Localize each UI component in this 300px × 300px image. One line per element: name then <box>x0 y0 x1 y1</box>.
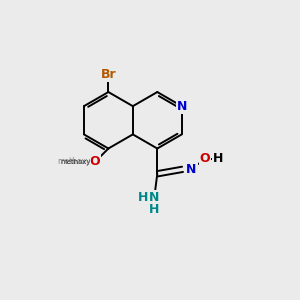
Text: methoxy: methoxy <box>57 158 91 166</box>
Text: Br: Br <box>100 68 116 81</box>
Text: O: O <box>90 155 100 168</box>
Text: N: N <box>186 163 196 176</box>
Text: H: H <box>138 191 148 204</box>
Text: H: H <box>213 152 224 165</box>
Text: methoxy: methoxy <box>60 159 91 165</box>
Text: O: O <box>200 152 210 165</box>
Text: H: H <box>149 203 160 216</box>
Text: N: N <box>177 100 187 113</box>
Text: N: N <box>149 191 160 204</box>
